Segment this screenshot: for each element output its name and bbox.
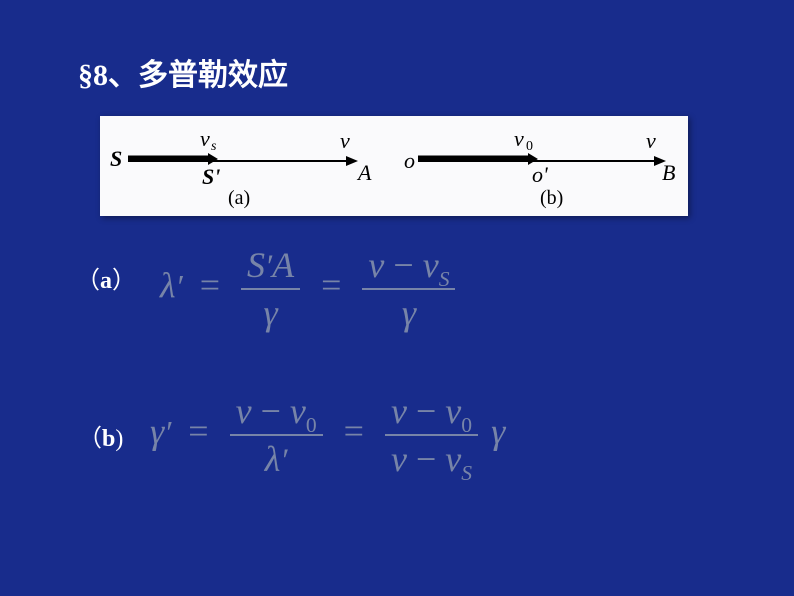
equals: = — [321, 265, 341, 305]
caption-b: (b) — [540, 187, 563, 209]
equals: = — [200, 265, 220, 305]
label-vb: v — [646, 128, 656, 153]
arrow-va — [346, 156, 358, 166]
frac1: v − v0 λ′ — [230, 390, 323, 480]
doppler-diagram: S v s v S' A (a) o v 0 v o' B (b) — [100, 116, 688, 216]
formula-b: γ′ = v − v0 λ′ = v − v0 v − vS γ — [150, 390, 505, 480]
formula-a: λ′ = S′A γ = v − vS γ — [160, 244, 459, 334]
equals: = — [344, 411, 364, 451]
label-S: S — [110, 146, 122, 171]
gamma: γ — [150, 411, 164, 451]
sub-S: S — [461, 461, 472, 485]
label-b-text: b — [102, 426, 115, 452]
label-o: o — [404, 148, 415, 173]
lambda: λ — [160, 265, 176, 305]
row-label-b: （b) — [78, 418, 123, 453]
label-A: A — [356, 160, 372, 185]
label-vs: v — [200, 126, 210, 151]
vs: v — [445, 439, 461, 479]
frac2: v − v0 v − vS — [385, 390, 478, 480]
A: A — [272, 245, 294, 285]
prime: ′ — [176, 269, 183, 305]
label-B: B — [662, 160, 675, 185]
frac1: S′A γ — [241, 244, 300, 334]
gamma: γ — [362, 290, 455, 334]
gamma: γ — [491, 411, 505, 451]
lambda: λ — [265, 439, 281, 479]
paren-close: ) — [115, 426, 123, 452]
equals: = — [188, 411, 208, 451]
label-op: o' — [532, 162, 548, 187]
minus: − — [416, 391, 436, 431]
paren-close: ） — [112, 268, 136, 294]
label-va: v — [340, 128, 350, 153]
minus: − — [393, 245, 413, 285]
section-title: §8、多普勒效应 — [78, 50, 288, 94]
diagram-container: S v s v S' A (a) o v 0 v o' B (b) — [100, 116, 688, 216]
sub-0: 0 — [461, 413, 472, 437]
caption-a: (a) — [228, 187, 250, 209]
paren-open: （ — [78, 426, 102, 452]
minus: − — [416, 439, 436, 479]
v0: v — [290, 391, 306, 431]
frac2: v − vS γ — [362, 244, 455, 334]
v0: v — [445, 391, 461, 431]
row-label-a: （a） — [76, 260, 136, 295]
v: v — [391, 439, 407, 479]
v: v — [236, 391, 252, 431]
vs: v — [423, 245, 439, 285]
sub-0: 0 — [306, 413, 317, 437]
gamma: γ — [241, 290, 300, 334]
label-Sp: S' — [202, 164, 220, 189]
label-v0-sub: 0 — [526, 139, 533, 154]
v: v — [391, 391, 407, 431]
minus: − — [261, 391, 281, 431]
label-v0: v — [514, 126, 524, 151]
paren-open: （ — [76, 268, 100, 294]
label-vs-sub: s — [211, 139, 217, 154]
S: S — [247, 245, 265, 285]
label-a-text: a — [100, 268, 112, 294]
prime: ′ — [164, 415, 171, 451]
sub-S: S — [439, 267, 450, 291]
v: v — [368, 245, 384, 285]
prime: ′ — [280, 443, 287, 479]
